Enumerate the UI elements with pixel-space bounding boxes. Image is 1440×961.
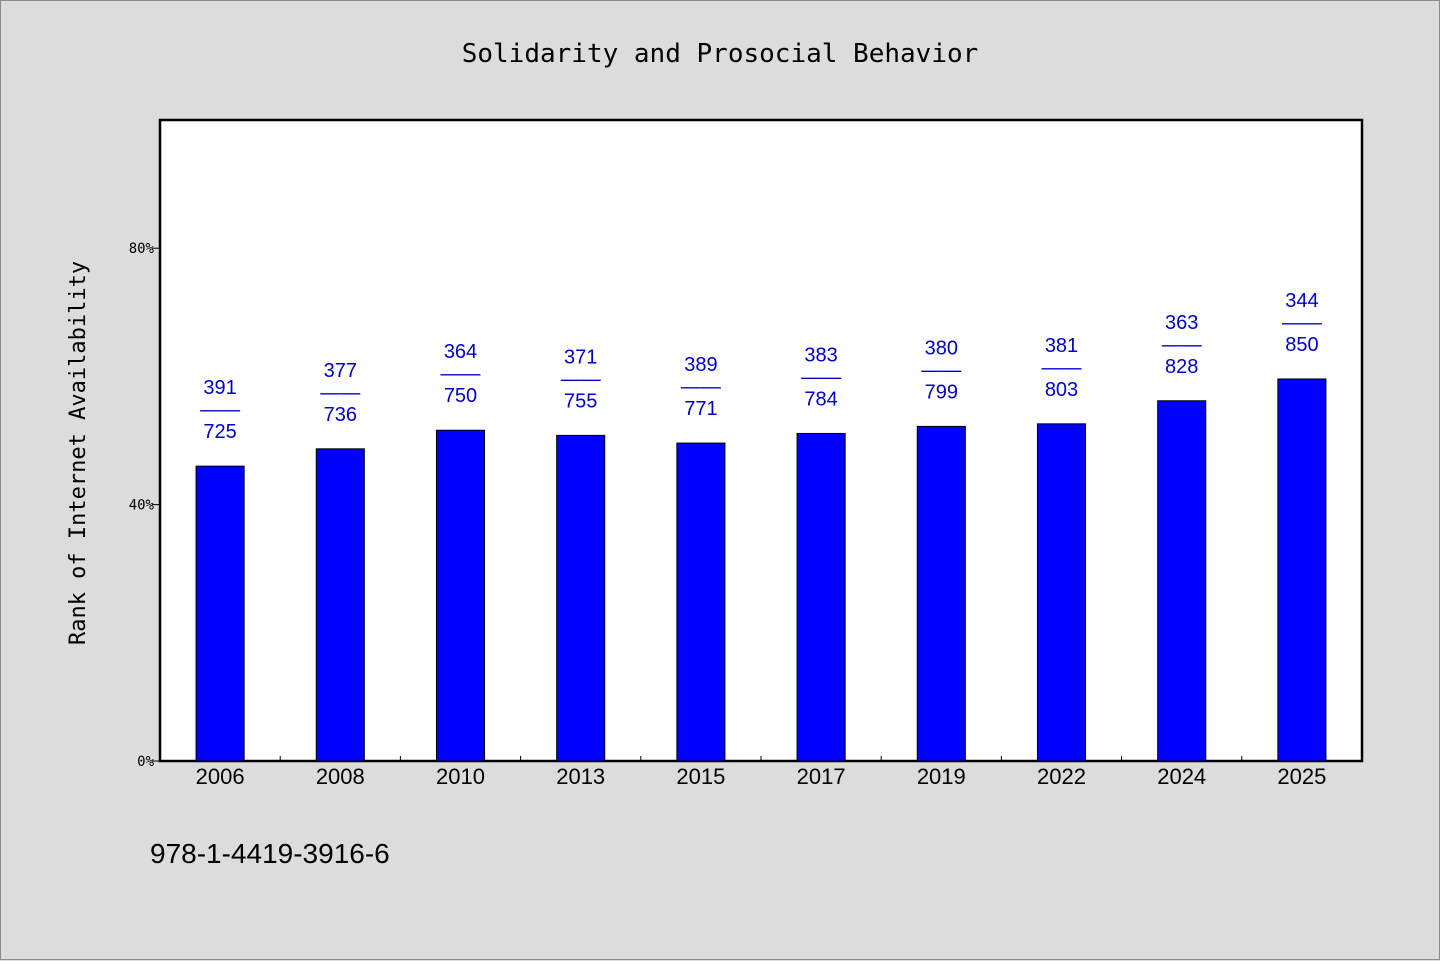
data-label-top: 364 [444,341,477,363]
data-label-bottom: 736 [324,404,357,426]
bar [796,432,846,762]
y-tick-label: 0% [137,754,154,770]
data-label-bottom: 755 [564,390,597,412]
data-label-bottom: 784 [804,388,837,410]
bars [195,378,1327,762]
data-label-separator: —— [1282,312,1322,334]
bar [1036,423,1087,762]
x-tick-label: 2008 [316,764,365,789]
data-label-top: 383 [804,344,837,366]
bar [315,448,365,762]
x-tick-label: 2006 [196,764,245,789]
bar [676,442,726,762]
x-axis-ticks: 2006 2008 2010 2013 2015 2017 2019 2022 2024 2025 [196,756,1326,789]
bar [556,434,606,762]
data-label-top: 380 [925,337,958,359]
data-label-bottom: 850 [1285,334,1318,356]
data-label-separator: —— [320,382,360,404]
bar [195,465,245,762]
x-tick-label: 2015 [676,764,725,789]
chart-title: Solidarity and Prosocial Behavior [462,39,979,69]
data-label-top: 371 [564,346,597,368]
data-label-separator: —— [681,376,721,398]
footnote-isbn: 978-1-4419-3916-6 [150,838,390,869]
data-label-top: 344 [1285,290,1318,312]
data-label-separator: —— [441,363,481,385]
y-tick-label: 80% [129,241,155,257]
bar [1157,400,1207,762]
bar [916,425,966,762]
bar [1277,378,1327,762]
data-label-top: 389 [684,354,717,376]
x-tick-label: 2019 [917,764,966,789]
data-label-bottom: 803 [1045,379,1078,401]
data-label-bottom: 725 [203,421,236,443]
data-label-bottom: 750 [444,385,477,407]
y-tick-label: 40% [129,498,155,514]
x-tick-label: 2017 [797,764,846,789]
data-label-bottom: 828 [1165,356,1198,378]
x-tick-label: 2025 [1277,764,1326,789]
x-tick-label: 2013 [556,764,605,789]
data-label-bottom: 771 [684,398,717,420]
data-label-bottom: 799 [925,381,958,403]
x-tick-label: 2024 [1157,764,1206,789]
data-label-separator: —— [1162,334,1202,356]
data-label-top: 391 [203,377,236,399]
x-tick-label: 2010 [436,764,485,789]
data-label-separator: —— [921,359,961,381]
data-label-separator: —— [801,366,841,388]
data-label-top: 381 [1045,335,1078,357]
x-tick-label: 2022 [1037,764,1086,789]
data-label-separator: —— [561,368,601,390]
data-labels: 725——391736——377750——364755——371771——389… [200,290,1322,443]
bar [435,429,486,762]
data-label-top: 377 [324,360,357,382]
y-axis-label: Rank of Internet Availability [66,261,91,645]
y-axis-ticks: 0% 40% 80% [129,241,160,770]
data-label-separator: —— [200,399,240,421]
data-label-top: 363 [1165,312,1198,334]
data-label-separator: —— [1042,357,1082,379]
